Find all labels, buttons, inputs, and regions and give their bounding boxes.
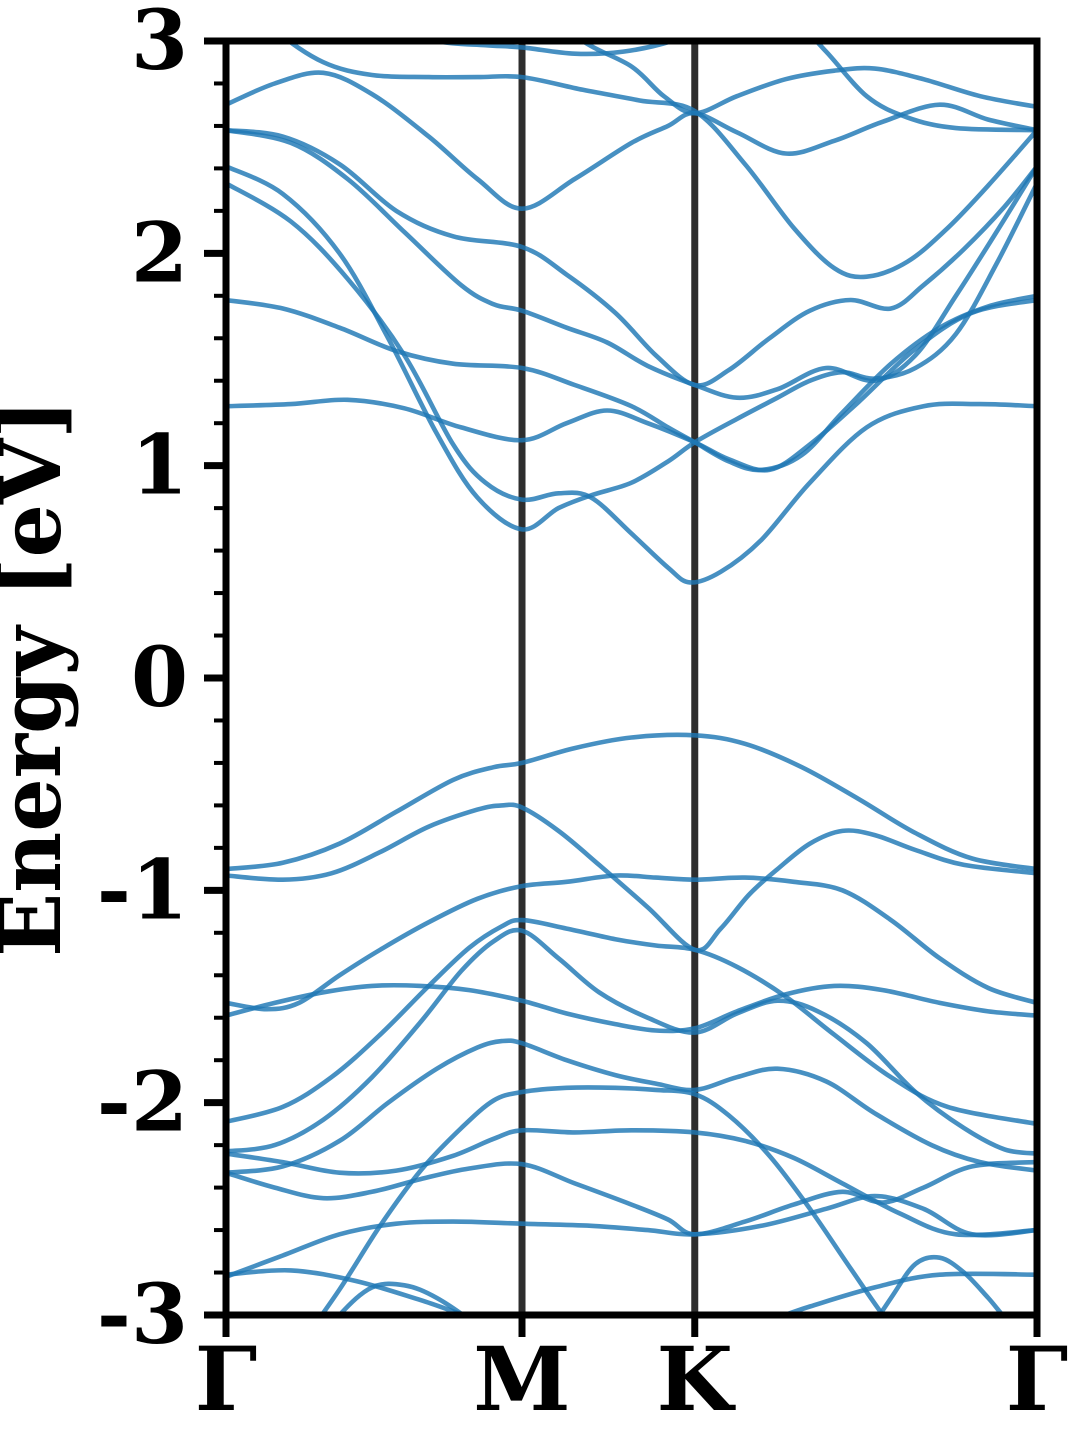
y-tick-labels: 3 2 1 0 -1 -2 -3 [97, 0, 188, 1363]
y-axis-label: Energy [eV] [0, 399, 80, 957]
axis-ticks [204, 37, 1041, 1337]
y-tick-label: 0 [131, 630, 188, 726]
high-symmetry-vlines [518, 41, 699, 1315]
band-07 [226, 70, 1037, 212]
band-18 [226, 1159, 1037, 1237]
band-20 [226, 1193, 1037, 1280]
band-21 [226, 1267, 1037, 1315]
y-tick-label: 1 [131, 418, 188, 514]
band-11 [226, 732, 1037, 872]
band-12 [226, 802, 1037, 953]
y-tick-label: 3 [131, 0, 188, 89]
band-15 [226, 917, 1037, 1127]
band-14 [226, 982, 1037, 1034]
x-tick-label: K [657, 1327, 737, 1431]
band-19 [226, 1127, 1037, 1238]
band-16 [226, 927, 1037, 1156]
band-13 [226, 873, 1037, 1012]
y-tick-label: -3 [97, 1267, 188, 1363]
plot-border [222, 37, 1041, 1319]
x-tick-label: M [473, 1327, 570, 1431]
band-02 [226, 293, 1037, 473]
y-tick-label: -1 [97, 842, 188, 938]
band-01 [226, 297, 1037, 473]
band-05 [226, 127, 1037, 401]
band-23 [336, 1281, 467, 1315]
band-22 [318, 1085, 886, 1315]
band-17 [226, 1038, 1037, 1175]
y-tick-label: -2 [97, 1055, 188, 1151]
band-04 [226, 164, 1037, 532]
x-tick-label: Γ [195, 1327, 257, 1431]
band-24 [876, 1254, 1006, 1315]
x-tick-label: Γ [1006, 1327, 1068, 1431]
y-tick-label: 2 [131, 205, 188, 301]
band-09 [578, 41, 1037, 116]
axes-frame [222, 37, 1041, 1319]
band-03 [226, 181, 1037, 585]
band-lines [226, 41, 1037, 1315]
band-06 [226, 127, 1037, 388]
